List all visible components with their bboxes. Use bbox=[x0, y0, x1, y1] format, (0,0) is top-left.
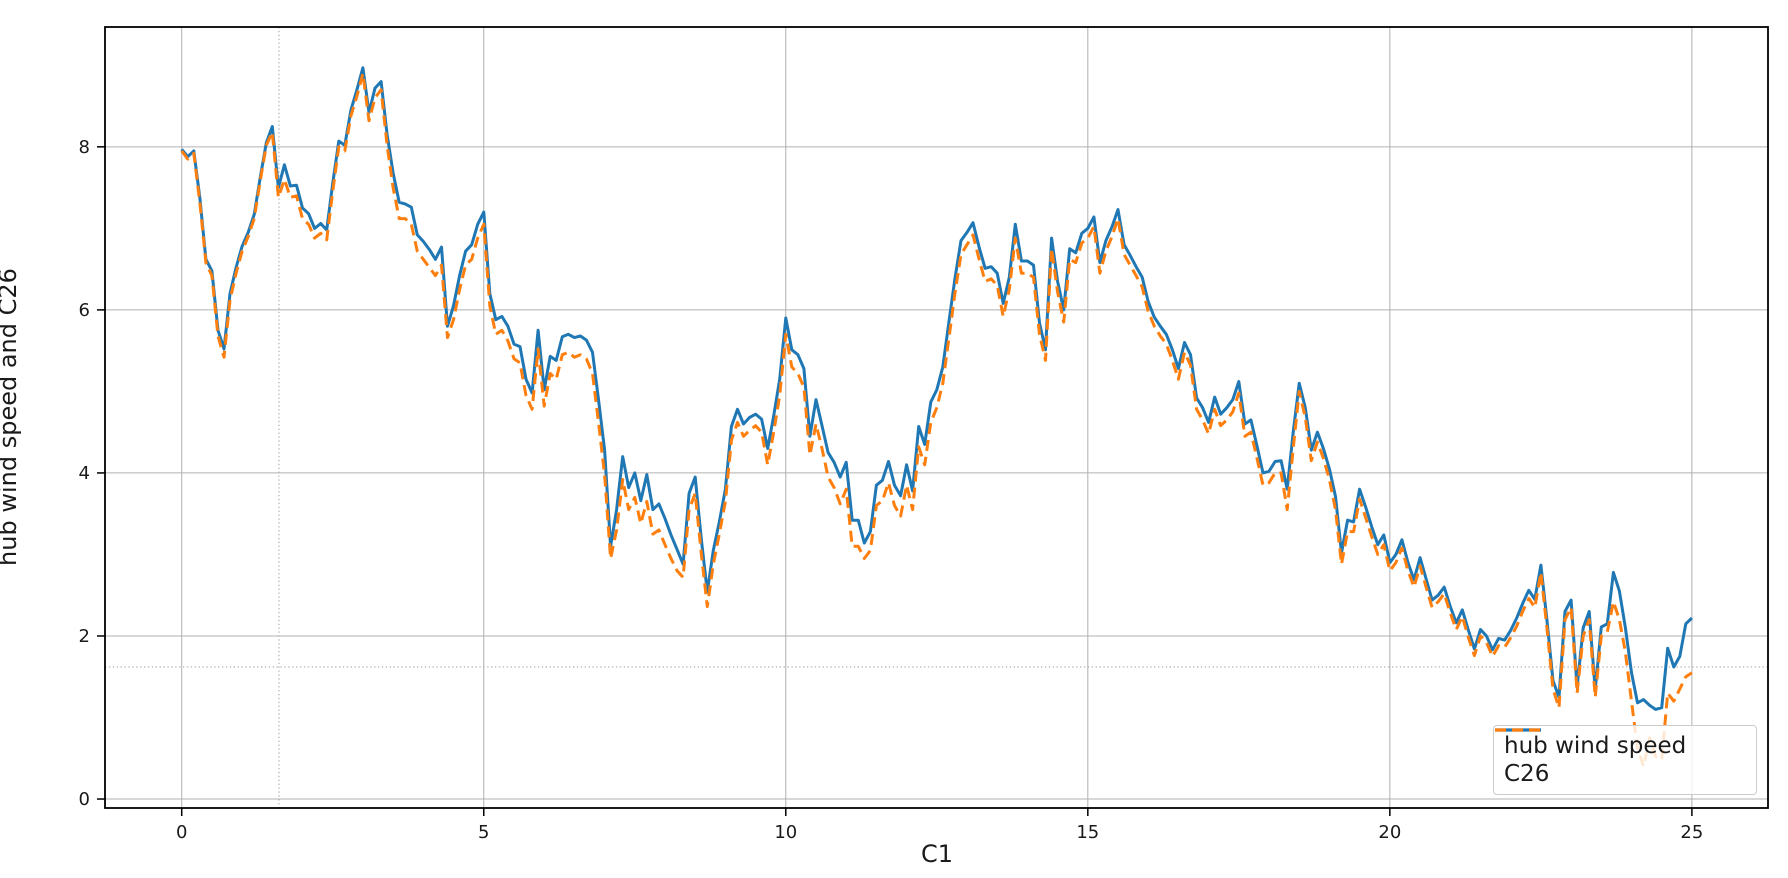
y-tick-label: 8 bbox=[79, 137, 90, 158]
y-tick-label: 2 bbox=[79, 626, 90, 647]
y-tick-label: 4 bbox=[79, 463, 90, 484]
x-tick-label: 20 bbox=[1378, 822, 1401, 843]
y-axis-label: hub wind speed and C26 bbox=[0, 268, 22, 566]
x-axis-label: C1 bbox=[920, 840, 954, 868]
legend-line-sample-dashed bbox=[1495, 728, 1541, 732]
series-c26 bbox=[180, 72, 1693, 768]
y-tick-label: 6 bbox=[79, 300, 90, 321]
x-tick-label: 15 bbox=[1076, 822, 1099, 843]
x-tick-label: 10 bbox=[774, 822, 797, 843]
legend-label: C26 bbox=[1504, 760, 1550, 787]
legend-box: hub wind speed C26 bbox=[1493, 725, 1757, 795]
axes-frame bbox=[104, 26, 1769, 809]
legend-label: hub wind speed bbox=[1504, 732, 1687, 759]
legend-entry-hub-wind-speed: hub wind speed bbox=[1495, 728, 1746, 760]
x-tick-label: 0 bbox=[176, 822, 187, 843]
x-tick-label: 25 bbox=[1680, 822, 1703, 843]
x-tick-label: 5 bbox=[478, 822, 489, 843]
legend-entry-c26: C26 bbox=[1495, 728, 1746, 788]
y-tick-label: 0 bbox=[79, 789, 90, 810]
series-hub-wind-speed bbox=[180, 66, 1693, 711]
